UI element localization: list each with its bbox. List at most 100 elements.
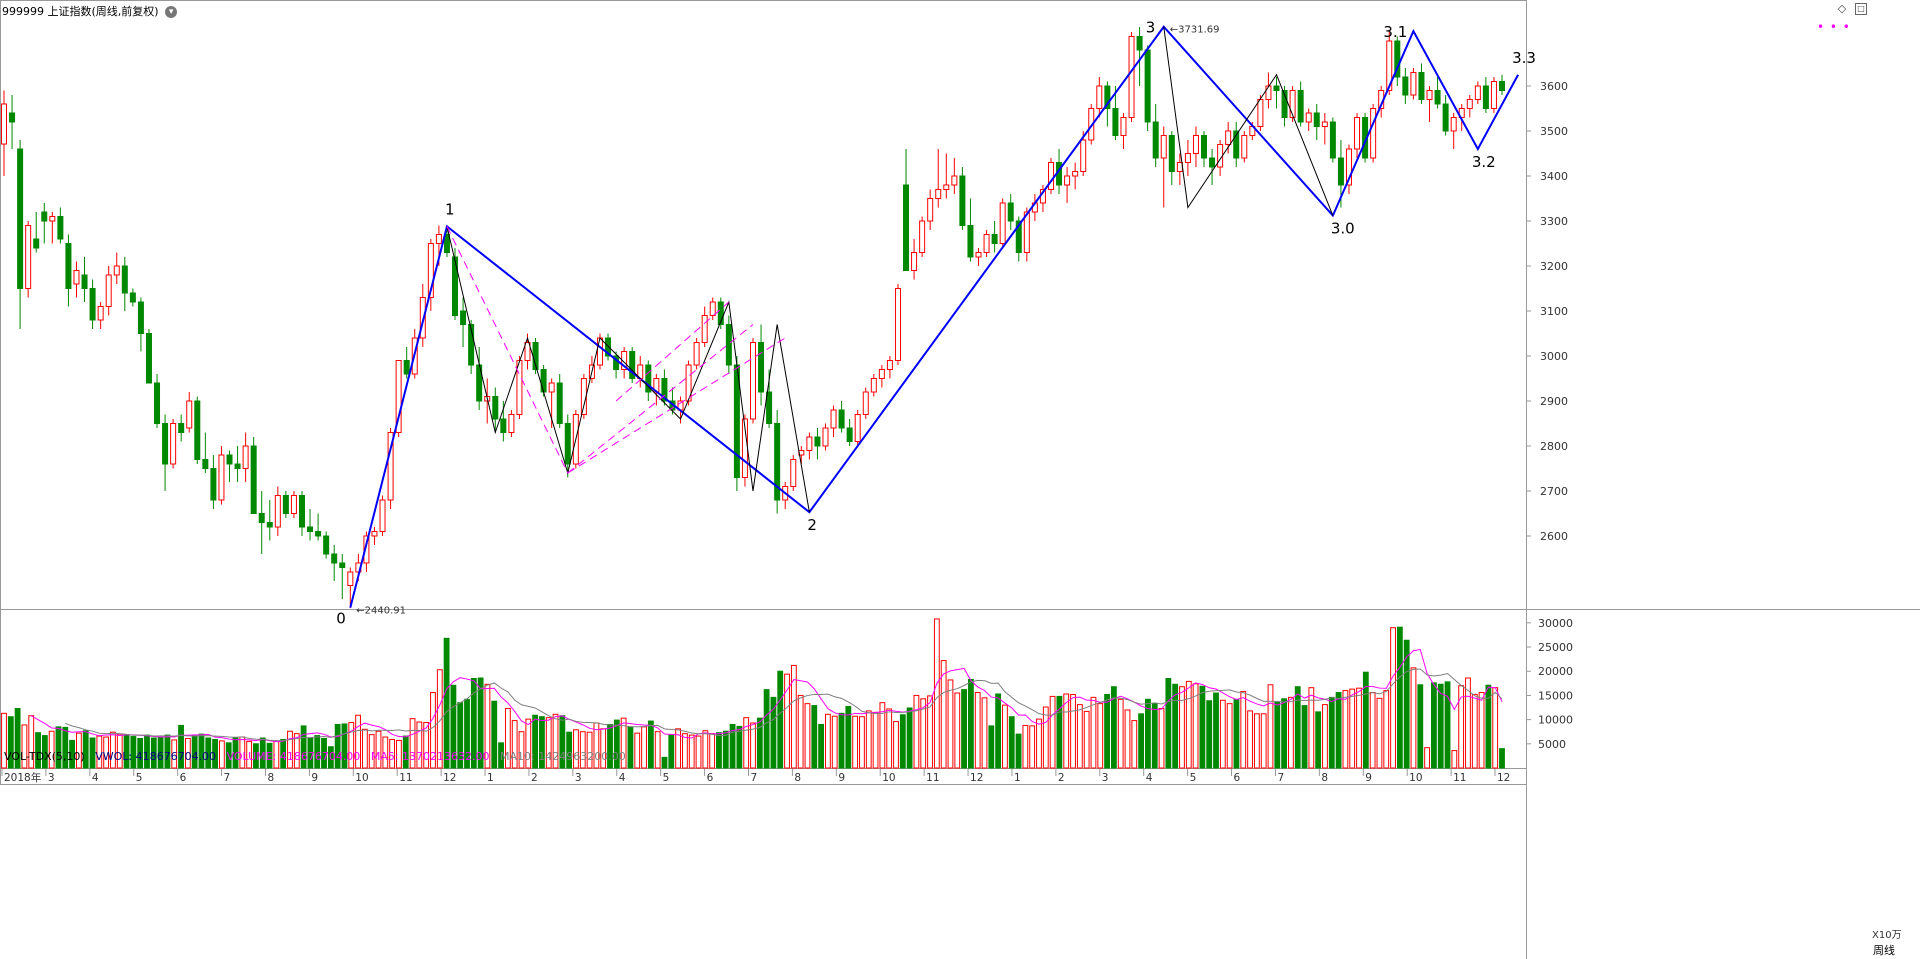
date-tick-label: 5 <box>663 772 670 784</box>
candle-body <box>1007 202 1014 222</box>
volume-bar <box>1110 686 1117 769</box>
volume-bar <box>818 723 824 769</box>
volume-bar <box>1199 685 1206 769</box>
volume-bar <box>777 670 784 769</box>
volume-bar <box>1029 725 1036 769</box>
volume-bar <box>893 721 899 769</box>
date-tick-label: 10 <box>1409 772 1422 784</box>
date-tick-label: 10 <box>355 772 368 784</box>
candle-body <box>1080 139 1087 172</box>
volume-bar <box>824 713 831 769</box>
candle-body <box>1225 130 1232 145</box>
candle <box>862 387 869 419</box>
volume-bar <box>89 737 96 769</box>
candle-body <box>830 409 837 429</box>
candle-body <box>774 423 781 501</box>
volume-bar <box>532 714 539 769</box>
candle-body <box>371 531 378 537</box>
candle-body <box>596 337 603 366</box>
diamond-icon[interactable]: ◇ <box>1837 2 1847 15</box>
date-tick-label: 3 <box>1102 772 1109 784</box>
candle <box>387 428 394 509</box>
volume-bar <box>1390 627 1396 769</box>
candle <box>661 369 668 406</box>
volume-bar <box>729 723 736 769</box>
date-tick-label: 8 <box>794 772 801 784</box>
volume-bar <box>865 710 872 769</box>
candle-body <box>154 382 161 424</box>
candle <box>1450 113 1457 149</box>
candle <box>991 221 998 253</box>
candle-body <box>1499 81 1505 91</box>
chart-title[interactable]: 999999 上证指数(周线,前复权) ▾ <box>2 3 178 19</box>
date-tick-label: 12 <box>970 772 983 784</box>
candle <box>1209 149 1216 185</box>
volume-bar <box>906 707 913 769</box>
candle <box>484 378 491 424</box>
candle <box>830 405 837 437</box>
candle <box>1273 77 1280 109</box>
candle-body <box>17 148 24 289</box>
volume-bar <box>1179 686 1185 769</box>
candle <box>162 414 169 491</box>
volume-tick-label: 30000 <box>1538 617 1573 630</box>
candle-body <box>725 324 732 366</box>
high-annotation: ←3731.69 <box>1170 25 1220 36</box>
candle-body <box>983 234 990 253</box>
candle <box>1160 126 1167 208</box>
volume-bar <box>293 733 300 769</box>
candle-body <box>1096 85 1103 109</box>
volume-bar <box>450 684 457 769</box>
volume-bar <box>164 734 171 769</box>
date-tick-label: 5 <box>1190 772 1197 784</box>
candle-body <box>210 468 217 501</box>
candle <box>508 410 515 437</box>
candle <box>274 486 281 536</box>
volume-bar <box>41 735 48 769</box>
volume-bar <box>552 713 559 769</box>
candle-body <box>435 234 442 244</box>
candle-body <box>234 463 241 469</box>
candle <box>145 329 152 384</box>
volume-bar <box>300 725 307 769</box>
candle <box>717 297 724 329</box>
candle-body <box>41 211 48 222</box>
volume-bar <box>171 739 178 769</box>
candle-body <box>822 427 829 447</box>
candle <box>194 396 201 464</box>
window-icon[interactable]: □ <box>1855 3 1867 15</box>
candle-body <box>540 369 547 393</box>
volume-bar <box>647 720 654 769</box>
candle-body <box>162 423 169 465</box>
candle <box>1297 81 1304 127</box>
period-mode: (周线,前复权) <box>91 5 159 18</box>
candle-body <box>605 337 612 357</box>
volume-bar <box>702 730 709 769</box>
date-tick-label: 5 <box>136 772 143 784</box>
candle-body <box>1354 117 1361 150</box>
chevron-down-icon[interactable]: ▾ <box>165 6 178 18</box>
volume-bar <box>954 692 961 769</box>
candle-body <box>395 360 402 433</box>
candle-body <box>524 342 531 361</box>
candle-body <box>105 274 112 307</box>
period-label[interactable]: 周线 <box>1873 944 1895 957</box>
volume-bar <box>1124 709 1131 769</box>
candle <box>1289 86 1296 122</box>
wave-sub-line <box>1163 26 1334 216</box>
volume-bar <box>69 739 75 769</box>
volume-bar <box>1070 693 1076 769</box>
candle-body <box>886 360 893 370</box>
volume-bar <box>607 723 613 769</box>
volume-bar <box>1158 707 1165 769</box>
candle <box>65 234 72 307</box>
volume-bar <box>484 683 491 769</box>
volume-bar <box>246 740 253 769</box>
candle <box>1064 167 1071 203</box>
candle <box>258 491 265 554</box>
candle-body <box>661 378 668 402</box>
candle-body <box>307 526 314 532</box>
wave-overlays: 0 1 2 3 3.0 3.1 3.2 3.3 ←2440.91 ←3731.69 <box>336 19 1536 628</box>
